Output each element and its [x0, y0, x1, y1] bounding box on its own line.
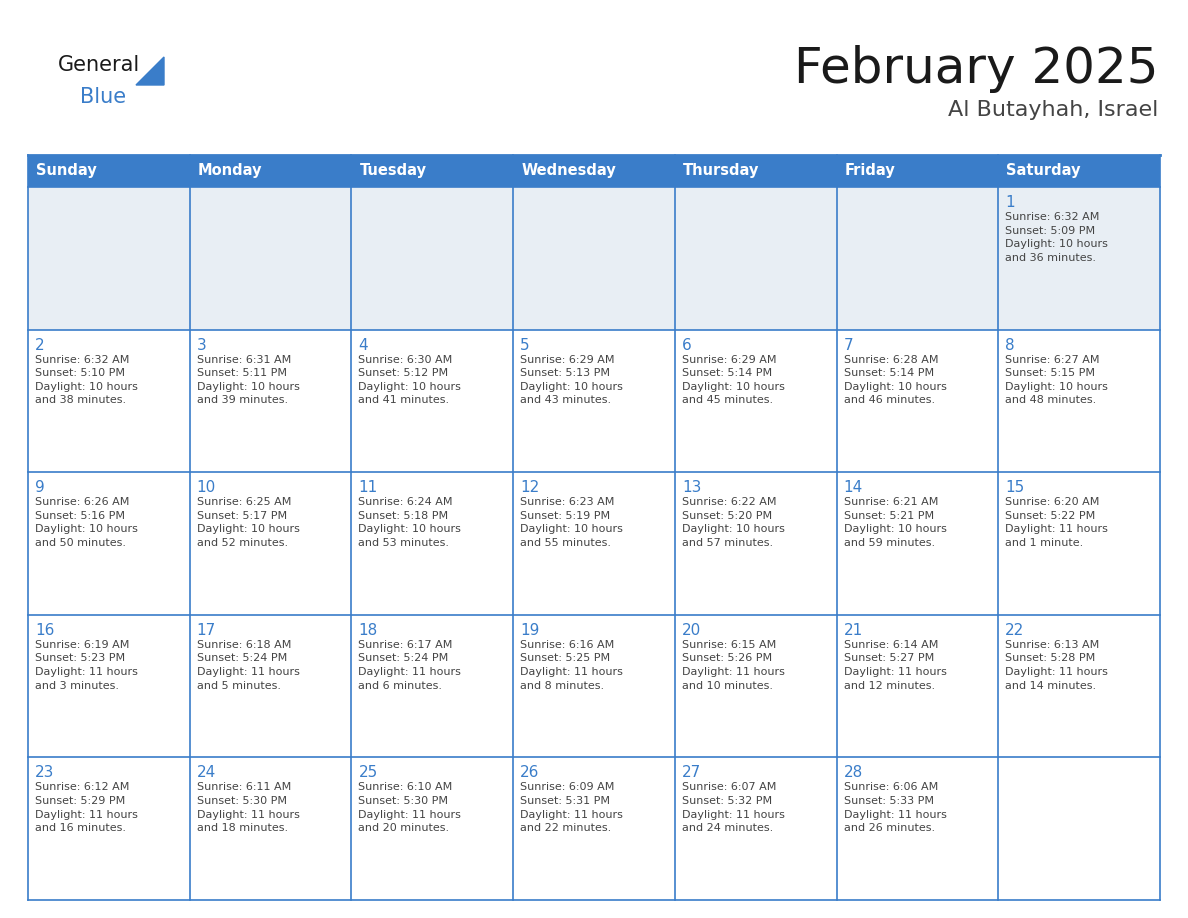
Text: Sunrise: 6:29 AM
Sunset: 5:13 PM
Daylight: 10 hours
and 43 minutes.: Sunrise: 6:29 AM Sunset: 5:13 PM Dayligh… [520, 354, 623, 406]
Text: 17: 17 [197, 622, 216, 638]
Text: 22: 22 [1005, 622, 1024, 638]
Bar [675, 155, 836, 187]
Text: 15: 15 [1005, 480, 1024, 495]
Text: 28: 28 [843, 766, 862, 780]
Text: 20: 20 [682, 622, 701, 638]
Bar [29, 615, 1159, 757]
Bar [29, 330, 1159, 472]
Text: 19: 19 [520, 622, 539, 638]
Text: Sunrise: 6:30 AM
Sunset: 5:12 PM
Daylight: 10 hours
and 41 minutes.: Sunrise: 6:30 AM Sunset: 5:12 PM Dayligh… [359, 354, 461, 406]
Text: Sunrise: 6:15 AM
Sunset: 5:26 PM
Daylight: 11 hours
and 10 minutes.: Sunrise: 6:15 AM Sunset: 5:26 PM Dayligh… [682, 640, 785, 690]
Text: 24: 24 [197, 766, 216, 780]
Text: Sunrise: 6:14 AM
Sunset: 5:27 PM
Daylight: 11 hours
and 12 minutes.: Sunrise: 6:14 AM Sunset: 5:27 PM Dayligh… [843, 640, 947, 690]
Text: 3: 3 [197, 338, 207, 353]
Text: Saturday: Saturday [1006, 163, 1081, 178]
Text: 26: 26 [520, 766, 539, 780]
Text: Sunrise: 6:24 AM
Sunset: 5:18 PM
Daylight: 10 hours
and 53 minutes.: Sunrise: 6:24 AM Sunset: 5:18 PM Dayligh… [359, 498, 461, 548]
Text: Sunrise: 6:18 AM
Sunset: 5:24 PM
Daylight: 11 hours
and 5 minutes.: Sunrise: 6:18 AM Sunset: 5:24 PM Dayligh… [197, 640, 299, 690]
Text: February 2025: February 2025 [794, 45, 1158, 93]
Text: 10: 10 [197, 480, 216, 495]
Text: 16: 16 [34, 622, 55, 638]
Text: Sunrise: 6:13 AM
Sunset: 5:28 PM
Daylight: 11 hours
and 14 minutes.: Sunrise: 6:13 AM Sunset: 5:28 PM Dayligh… [1005, 640, 1108, 690]
Text: Blue: Blue [80, 87, 126, 107]
Bar [29, 472, 1159, 615]
Text: Sunrise: 6:06 AM
Sunset: 5:33 PM
Daylight: 11 hours
and 26 minutes.: Sunrise: 6:06 AM Sunset: 5:33 PM Dayligh… [843, 782, 947, 834]
Text: Sunrise: 6:07 AM
Sunset: 5:32 PM
Daylight: 11 hours
and 24 minutes.: Sunrise: 6:07 AM Sunset: 5:32 PM Dayligh… [682, 782, 785, 834]
Bar [998, 155, 1159, 187]
Text: 1: 1 [1005, 195, 1015, 210]
Text: 4: 4 [359, 338, 368, 353]
Text: 18: 18 [359, 622, 378, 638]
Text: Friday: Friday [845, 163, 896, 178]
Text: Sunrise: 6:27 AM
Sunset: 5:15 PM
Daylight: 10 hours
and 48 minutes.: Sunrise: 6:27 AM Sunset: 5:15 PM Dayligh… [1005, 354, 1108, 406]
Text: Sunrise: 6:22 AM
Sunset: 5:20 PM
Daylight: 10 hours
and 57 minutes.: Sunrise: 6:22 AM Sunset: 5:20 PM Dayligh… [682, 498, 785, 548]
Text: Sunrise: 6:25 AM
Sunset: 5:17 PM
Daylight: 10 hours
and 52 minutes.: Sunrise: 6:25 AM Sunset: 5:17 PM Dayligh… [197, 498, 299, 548]
Text: 23: 23 [34, 766, 55, 780]
Bar [352, 155, 513, 187]
Text: Sunrise: 6:23 AM
Sunset: 5:19 PM
Daylight: 10 hours
and 55 minutes.: Sunrise: 6:23 AM Sunset: 5:19 PM Dayligh… [520, 498, 623, 548]
Bar [836, 155, 998, 187]
Text: 14: 14 [843, 480, 862, 495]
Text: 11: 11 [359, 480, 378, 495]
Text: 7: 7 [843, 338, 853, 353]
Text: Wednesday: Wednesday [522, 163, 615, 178]
Text: Sunrise: 6:17 AM
Sunset: 5:24 PM
Daylight: 11 hours
and 6 minutes.: Sunrise: 6:17 AM Sunset: 5:24 PM Dayligh… [359, 640, 461, 690]
Text: Sunrise: 6:09 AM
Sunset: 5:31 PM
Daylight: 11 hours
and 22 minutes.: Sunrise: 6:09 AM Sunset: 5:31 PM Dayligh… [520, 782, 623, 834]
Text: 21: 21 [843, 622, 862, 638]
Text: General: General [58, 55, 140, 75]
Text: Sunrise: 6:21 AM
Sunset: 5:21 PM
Daylight: 10 hours
and 59 minutes.: Sunrise: 6:21 AM Sunset: 5:21 PM Dayligh… [843, 498, 947, 548]
Text: Sunrise: 6:31 AM
Sunset: 5:11 PM
Daylight: 10 hours
and 39 minutes.: Sunrise: 6:31 AM Sunset: 5:11 PM Dayligh… [197, 354, 299, 406]
Text: Sunrise: 6:20 AM
Sunset: 5:22 PM
Daylight: 11 hours
and 1 minute.: Sunrise: 6:20 AM Sunset: 5:22 PM Dayligh… [1005, 498, 1108, 548]
Text: 8: 8 [1005, 338, 1015, 353]
Bar [190, 155, 352, 187]
Text: 2: 2 [34, 338, 45, 353]
Text: Monday: Monday [197, 163, 263, 178]
Text: 27: 27 [682, 766, 701, 780]
Text: 5: 5 [520, 338, 530, 353]
Text: 13: 13 [682, 480, 701, 495]
Text: Sunrise: 6:10 AM
Sunset: 5:30 PM
Daylight: 11 hours
and 20 minutes.: Sunrise: 6:10 AM Sunset: 5:30 PM Dayligh… [359, 782, 461, 834]
Text: Sunrise: 6:32 AM
Sunset: 5:10 PM
Daylight: 10 hours
and 38 minutes.: Sunrise: 6:32 AM Sunset: 5:10 PM Dayligh… [34, 354, 138, 406]
Text: 12: 12 [520, 480, 539, 495]
Text: 9: 9 [34, 480, 45, 495]
Text: Sunrise: 6:29 AM
Sunset: 5:14 PM
Daylight: 10 hours
and 45 minutes.: Sunrise: 6:29 AM Sunset: 5:14 PM Dayligh… [682, 354, 785, 406]
Text: Sunrise: 6:11 AM
Sunset: 5:30 PM
Daylight: 11 hours
and 18 minutes.: Sunrise: 6:11 AM Sunset: 5:30 PM Dayligh… [197, 782, 299, 834]
Text: Thursday: Thursday [683, 163, 759, 178]
Bar [29, 155, 190, 187]
Text: Al Butayhah, Israel: Al Butayhah, Israel [948, 100, 1158, 120]
Polygon shape [135, 57, 164, 85]
Bar [29, 187, 1159, 330]
Bar [29, 757, 1159, 900]
Text: 6: 6 [682, 338, 691, 353]
Text: Tuesday: Tuesday [360, 163, 426, 178]
Text: 25: 25 [359, 766, 378, 780]
Text: Sunrise: 6:26 AM
Sunset: 5:16 PM
Daylight: 10 hours
and 50 minutes.: Sunrise: 6:26 AM Sunset: 5:16 PM Dayligh… [34, 498, 138, 548]
Text: Sunrise: 6:12 AM
Sunset: 5:29 PM
Daylight: 11 hours
and 16 minutes.: Sunrise: 6:12 AM Sunset: 5:29 PM Dayligh… [34, 782, 138, 834]
Text: Sunrise: 6:16 AM
Sunset: 5:25 PM
Daylight: 11 hours
and 8 minutes.: Sunrise: 6:16 AM Sunset: 5:25 PM Dayligh… [520, 640, 623, 690]
Text: Sunday: Sunday [36, 163, 96, 178]
Bar [513, 155, 675, 187]
Text: Sunrise: 6:28 AM
Sunset: 5:14 PM
Daylight: 10 hours
and 46 minutes.: Sunrise: 6:28 AM Sunset: 5:14 PM Dayligh… [843, 354, 947, 406]
Text: Sunrise: 6:19 AM
Sunset: 5:23 PM
Daylight: 11 hours
and 3 minutes.: Sunrise: 6:19 AM Sunset: 5:23 PM Dayligh… [34, 640, 138, 690]
Text: Sunrise: 6:32 AM
Sunset: 5:09 PM
Daylight: 10 hours
and 36 minutes.: Sunrise: 6:32 AM Sunset: 5:09 PM Dayligh… [1005, 212, 1108, 263]
